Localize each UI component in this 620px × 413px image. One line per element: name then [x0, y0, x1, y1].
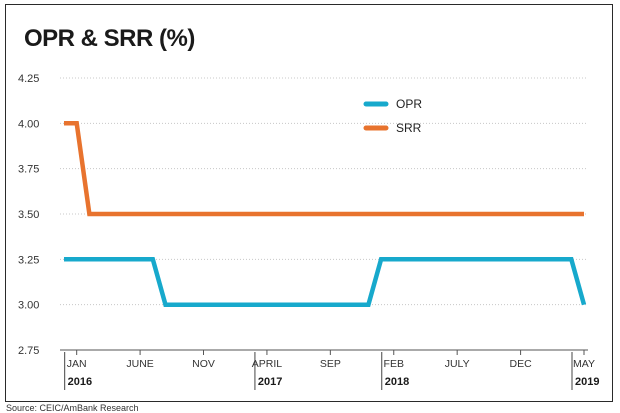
x-tick-label: DEC: [509, 358, 532, 370]
x-tick-label: MAY: [573, 358, 595, 370]
y-tick-label: 4.00: [18, 118, 39, 130]
year-label: 2016: [68, 376, 92, 388]
y-tick-label: 3.50: [18, 209, 39, 221]
x-tick-label: JAN: [67, 358, 87, 370]
year-label: 2018: [385, 376, 409, 388]
legend-label-srr: SRR: [396, 121, 422, 135]
year-label: 2019: [575, 376, 599, 388]
y-tick-label: 3.00: [18, 300, 39, 312]
x-tick-label: SEP: [320, 358, 341, 370]
x-tick-label: JULY: [445, 358, 470, 370]
source-note: Source: CEIC/AmBank Research: [6, 403, 139, 413]
series-line-opr: [64, 257, 587, 307]
x-tick-label: NOV: [192, 358, 215, 370]
line-chart: 4.25 4.00 3.75 3.50 3.25 3.00 2.75 JAN 2016 JUNE N…: [18, 73, 599, 390]
x-tick-label: APRIL: [252, 358, 283, 370]
y-tick-label: 2.75: [18, 345, 39, 357]
y-tick-label: 3.75: [18, 164, 39, 176]
chart-frame: OPR & SRR (%): [5, 4, 613, 402]
legend-label-opr: OPR: [396, 97, 422, 111]
x-tick-label: FEB: [384, 358, 404, 370]
y-tick-label: 3.25: [18, 254, 39, 266]
y-tick-label: 4.25: [18, 73, 39, 85]
x-tick-label: JUNE: [126, 358, 153, 370]
chart-title: OPR & SRR (%): [24, 25, 195, 52]
year-label: 2017: [258, 376, 282, 388]
series-line-srr: [64, 121, 584, 217]
